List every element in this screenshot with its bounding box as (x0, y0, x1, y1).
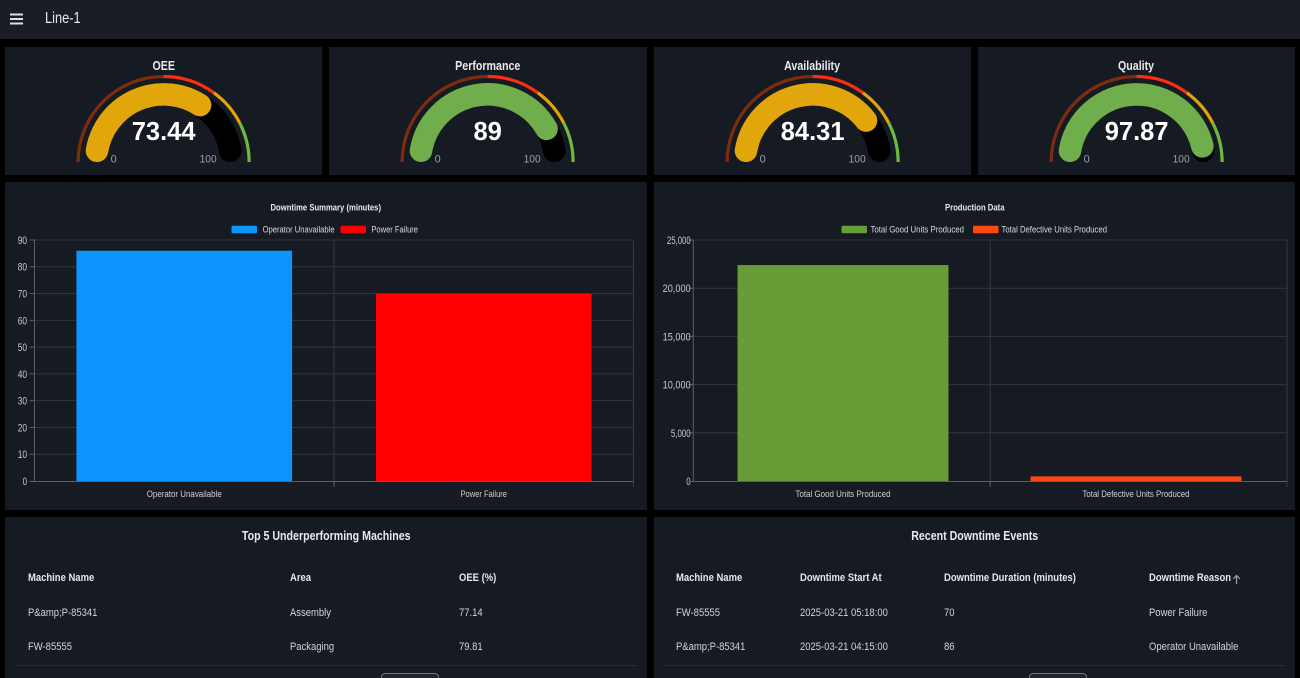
svg-text:Power Failure: Power Failure (461, 489, 508, 499)
svg-text:100: 100 (848, 154, 865, 166)
svg-text:15,000: 15,000 (662, 331, 690, 343)
svg-text:100: 100 (524, 154, 541, 166)
svg-text:89: 89 (474, 118, 502, 146)
svg-text:84.31: 84.31 (780, 118, 844, 146)
svg-text:60: 60 (18, 315, 27, 327)
svg-text:73.44: 73.44 (132, 118, 197, 146)
svg-text:80: 80 (18, 262, 27, 274)
svg-text:25,000: 25,000 (666, 235, 690, 247)
svg-text:70: 70 (18, 289, 27, 301)
svg-text:0: 0 (23, 476, 27, 488)
svg-text:5,000: 5,000 (670, 428, 690, 440)
svg-text:20: 20 (18, 422, 27, 434)
svg-text:10: 10 (18, 449, 27, 461)
svg-text:Power Failure: Power Failure (371, 224, 418, 234)
svg-text:Downtime Summary (minutes): Downtime Summary (minutes) (271, 203, 382, 214)
svg-text:0: 0 (435, 154, 441, 166)
svg-text:Operator Unavailable: Operator Unavailable (147, 489, 222, 499)
svg-text:0: 0 (759, 154, 765, 166)
svg-text:Total Defective Units Produced: Total Defective Units Produced (1001, 224, 1107, 234)
svg-text:100: 100 (200, 154, 217, 166)
svg-text:Total Good Units Produced: Total Good Units Produced (870, 224, 964, 234)
svg-text:10,000: 10,000 (662, 380, 690, 392)
svg-text:90: 90 (18, 235, 27, 247)
svg-text:20,000: 20,000 (662, 283, 690, 295)
svg-text:0: 0 (1083, 154, 1089, 166)
svg-text:Total Defective Units Produced: Total Defective Units Produced (1082, 489, 1189, 499)
svg-text:97.87: 97.87 (1104, 118, 1168, 146)
svg-text:50: 50 (18, 342, 27, 354)
svg-text:100: 100 (1172, 154, 1189, 166)
svg-text:0: 0 (111, 154, 117, 166)
svg-text:30: 30 (18, 396, 27, 408)
svg-text:Production Data: Production Data (944, 203, 1004, 214)
svg-text:Operator Unavailable: Operator Unavailable (263, 224, 335, 234)
svg-text:Total Good Units Produced: Total Good Units Produced (795, 489, 890, 499)
svg-text:40: 40 (18, 369, 27, 381)
